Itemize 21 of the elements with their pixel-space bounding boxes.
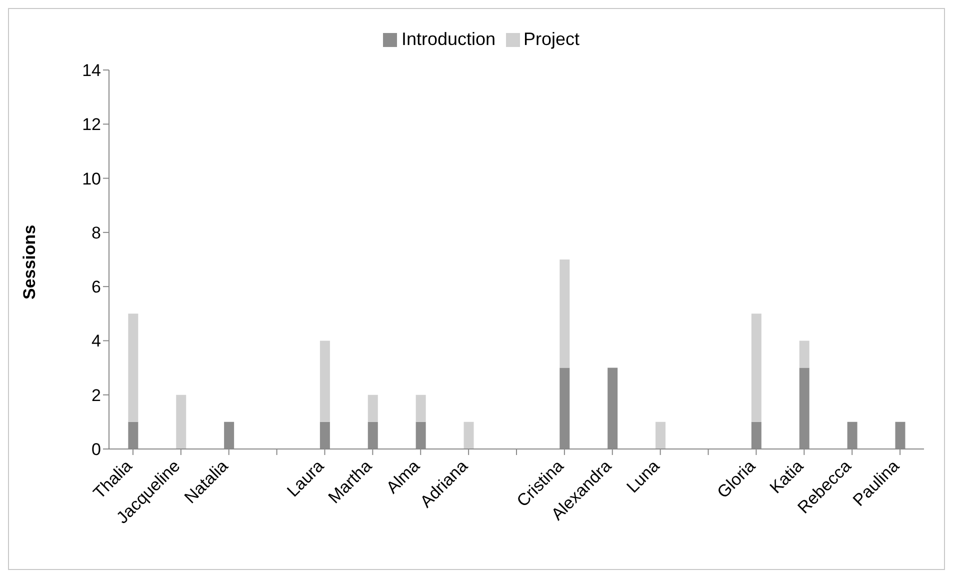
- y-axis-title: Sessions: [20, 224, 40, 300]
- legend-label: Introduction: [401, 29, 496, 49]
- bar: [464, 422, 474, 449]
- y-tick-label: 8: [92, 223, 101, 242]
- y-tick-label: 14: [82, 61, 101, 80]
- bar: [368, 394, 378, 422]
- y-tick-label: 12: [82, 115, 101, 134]
- bar: [176, 394, 186, 449]
- bar: [560, 260, 570, 368]
- y-tick-label: 10: [82, 169, 101, 188]
- bar: [799, 340, 810, 368]
- y-tick-label: 6: [92, 278, 101, 297]
- y-tick-label: 2: [92, 386, 101, 405]
- bar: [656, 422, 666, 449]
- y-tick-label: 0: [92, 440, 101, 460]
- y-tick-label: 4: [92, 332, 101, 351]
- bar: [128, 314, 138, 422]
- legend-label: Project: [524, 29, 580, 49]
- bar: [416, 394, 426, 422]
- bar: [751, 314, 762, 422]
- bar: [320, 340, 330, 422]
